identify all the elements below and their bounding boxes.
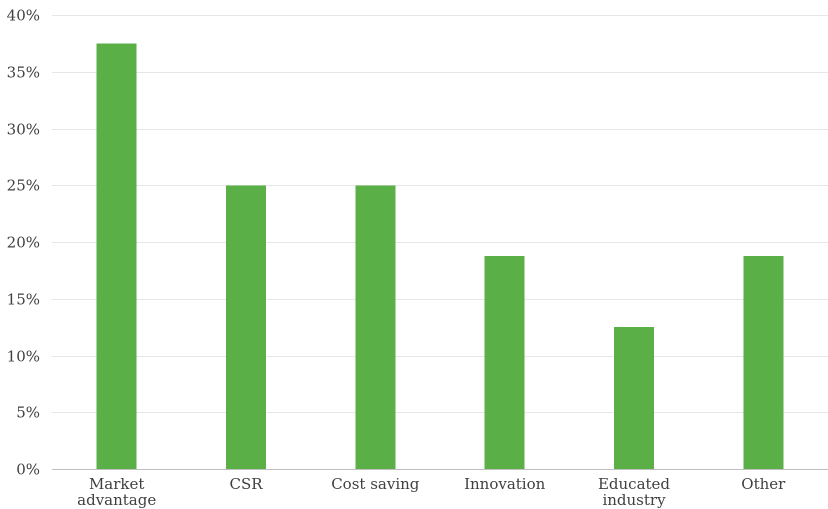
x-tick-label-line: Other — [741, 475, 786, 493]
x-tick-label: Innovation — [464, 475, 546, 493]
x-tick-label: CSR — [229, 475, 263, 493]
bar — [614, 327, 654, 469]
x-tick-label-line: Educated — [598, 475, 670, 493]
x-tick-label-line: Market — [89, 475, 144, 493]
x-tick-label: Educated industry — [598, 475, 670, 509]
y-tick-label: 15% — [7, 291, 40, 309]
bar — [355, 185, 396, 470]
x-tick-label-line: Innovation — [464, 475, 546, 493]
y-tick-label: 25% — [7, 177, 40, 195]
x-tick-label: Market advantage — [77, 475, 156, 509]
y-tick-label: 30% — [7, 121, 40, 139]
y-tick-label: 5% — [16, 404, 40, 422]
x-tick-label-line: Cost saving — [331, 475, 420, 493]
bar — [226, 185, 266, 470]
bars — [96, 43, 784, 470]
x-axis-tick-labels: Market advantage CSR Cost saving Innovation E… — [77, 475, 786, 509]
y-tick-label: 35% — [7, 64, 40, 82]
y-axis-tick-labels: 0% 5% 10% 15% 20% 25% 30% 35% 40% — [7, 7, 40, 479]
y-tick-label: 10% — [7, 348, 40, 366]
x-tick-label-line: CSR — [229, 475, 263, 493]
bar — [96, 43, 137, 470]
x-tick-label-line: advantage — [77, 491, 156, 509]
bar — [743, 256, 784, 469]
y-tick-label: 40% — [7, 7, 40, 25]
x-tick-label: Other — [741, 475, 786, 493]
x-tick-label-line: industry — [602, 491, 666, 509]
y-tick-label: 20% — [7, 234, 40, 252]
bar — [484, 256, 525, 469]
y-tick-label: 0% — [16, 461, 40, 479]
gridlines — [52, 15, 828, 413]
x-tick-label: Cost saving — [331, 475, 420, 493]
